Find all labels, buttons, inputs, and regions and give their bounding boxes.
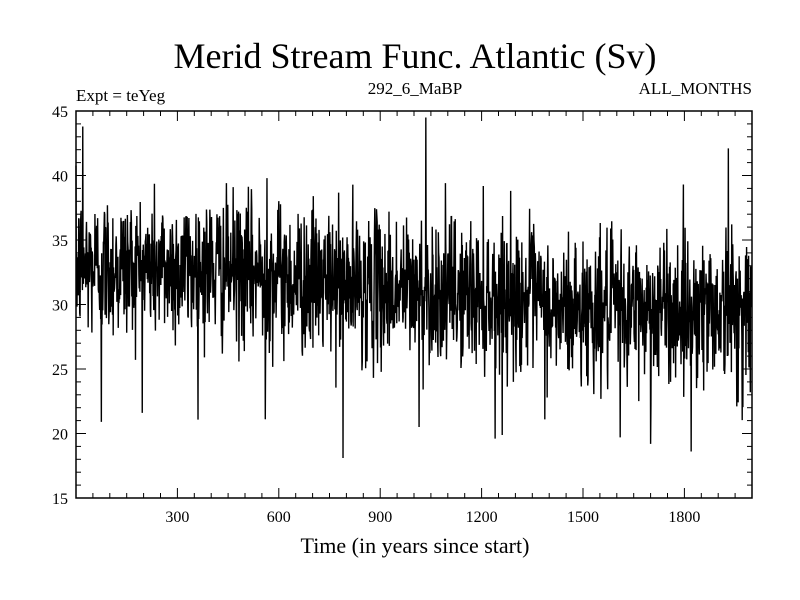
y-tick-label: 40 (52, 169, 68, 186)
x-tick-label: 900 (368, 509, 392, 526)
x-axis-label: Time (in years since start) (301, 533, 530, 558)
y-tick-label: 15 (52, 491, 68, 508)
x-tick-label: 1200 (466, 509, 498, 526)
period-label: 292_6_MaBP (368, 79, 462, 98)
x-tick-label: 1800 (668, 509, 700, 526)
y-tick-label: 35 (52, 233, 68, 250)
y-tick-label: 30 (52, 298, 68, 315)
y-tick-label: 25 (52, 362, 68, 379)
y-tick-label: 20 (52, 427, 68, 444)
axes: 300 600 900 1200 1500 1800 15 20 25 30 35 40 45 (52, 104, 753, 526)
chart-title: Merid Stream Func. Atlantic (Sv) (174, 36, 657, 76)
series-line (75, 117, 753, 459)
series-layer (75, 117, 753, 459)
x-tick-label: 1500 (567, 509, 599, 526)
experiment-label: Expt = teYeg (76, 86, 166, 105)
months-label: ALL_MONTHS (639, 79, 752, 98)
y-tick-label: 45 (52, 104, 68, 121)
x-tick-label: 300 (165, 509, 189, 526)
x-tick-label: 600 (267, 509, 291, 526)
